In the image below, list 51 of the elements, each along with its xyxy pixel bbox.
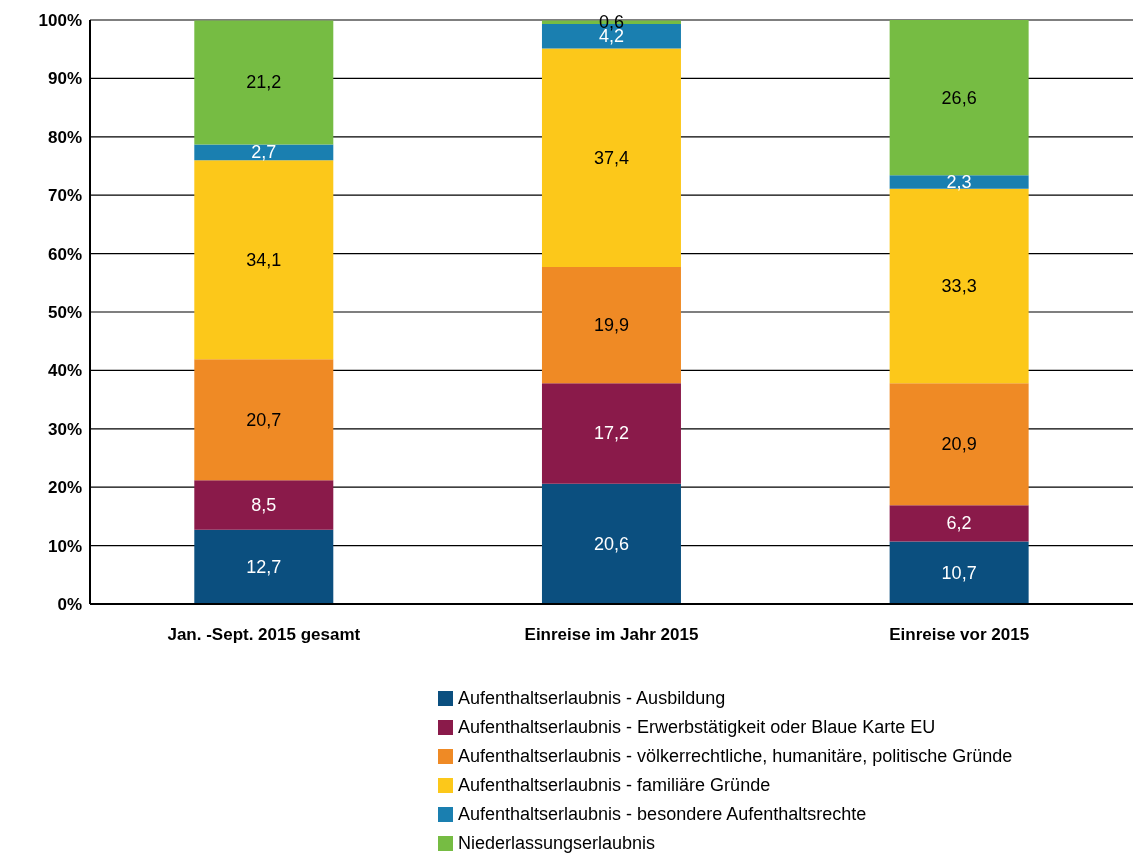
data-label: 19,9 — [593, 315, 629, 336]
data-label: 6,2 — [946, 513, 972, 534]
y-tick-label: 70% — [47, 186, 82, 206]
bar — [541, 383, 681, 484]
x-tick-label: Jan. -Sept. 2015 gesamt — [167, 625, 361, 645]
legend-label: Aufenthaltserlaubnis - Erwerbstätigkeit oder Blaue Karte EU — [458, 716, 936, 739]
data-label: 17,2 — [593, 423, 629, 444]
data-label: 20,7 — [246, 409, 282, 430]
bar — [194, 480, 334, 530]
bar — [541, 267, 681, 384]
legend-label: Niederlassungserlaubnis — [458, 832, 656, 855]
x-tick-label: Einreise im Jahr 2015 — [524, 625, 699, 645]
y-tick-label: 40% — [47, 361, 82, 381]
data-label: 20,6 — [593, 533, 629, 554]
y-tick-label: 90% — [47, 69, 82, 89]
data-label: 37,4 — [593, 147, 629, 168]
data-label: 34,1 — [246, 249, 282, 270]
y-tick-label: 10% — [47, 536, 82, 556]
bar — [194, 359, 334, 481]
bar — [541, 483, 681, 604]
data-label: 10,7 — [941, 562, 977, 583]
y-tick-label: 50% — [47, 303, 82, 323]
data-label: 12,7 — [246, 556, 282, 577]
bar — [194, 529, 334, 604]
data-label: 2,7 — [251, 142, 277, 163]
legend-label: Aufenthaltserlaubnis - völkerrechtliche, humanitäre, politische Gründe — [458, 745, 1013, 768]
data-label: 33,3 — [941, 276, 977, 297]
data-label: 21,2 — [246, 72, 282, 93]
data-label: 26,6 — [941, 87, 977, 108]
bar — [194, 160, 334, 360]
y-tick-label: 80% — [47, 127, 82, 147]
bar — [889, 383, 1029, 506]
y-tick-label: 0% — [57, 595, 82, 615]
data-label: 20,9 — [941, 434, 977, 455]
bar — [889, 505, 1029, 542]
bar — [889, 175, 1029, 189]
legend-label: Aufenthaltserlaubnis - Ausbildung — [458, 687, 726, 710]
legend-label: Aufenthaltserlaubnis - familiäre Gründe — [458, 774, 771, 797]
bar — [541, 48, 681, 268]
bar — [889, 20, 1029, 176]
y-tick-label: 100% — [38, 11, 82, 31]
data-label: 2,3 — [946, 172, 972, 193]
bar — [194, 144, 334, 161]
bar — [889, 541, 1029, 604]
y-tick-label: 60% — [47, 244, 82, 264]
x-tick-label: Einreise vor 2015 — [889, 625, 1030, 645]
bar — [194, 20, 334, 145]
legend-label: Aufenthaltserlaubnis - besondere Aufenthaltsrechte — [458, 803, 867, 826]
y-tick-label: 20% — [47, 478, 82, 498]
data-label: 8,5 — [251, 495, 277, 516]
y-tick-label: 30% — [47, 419, 82, 439]
